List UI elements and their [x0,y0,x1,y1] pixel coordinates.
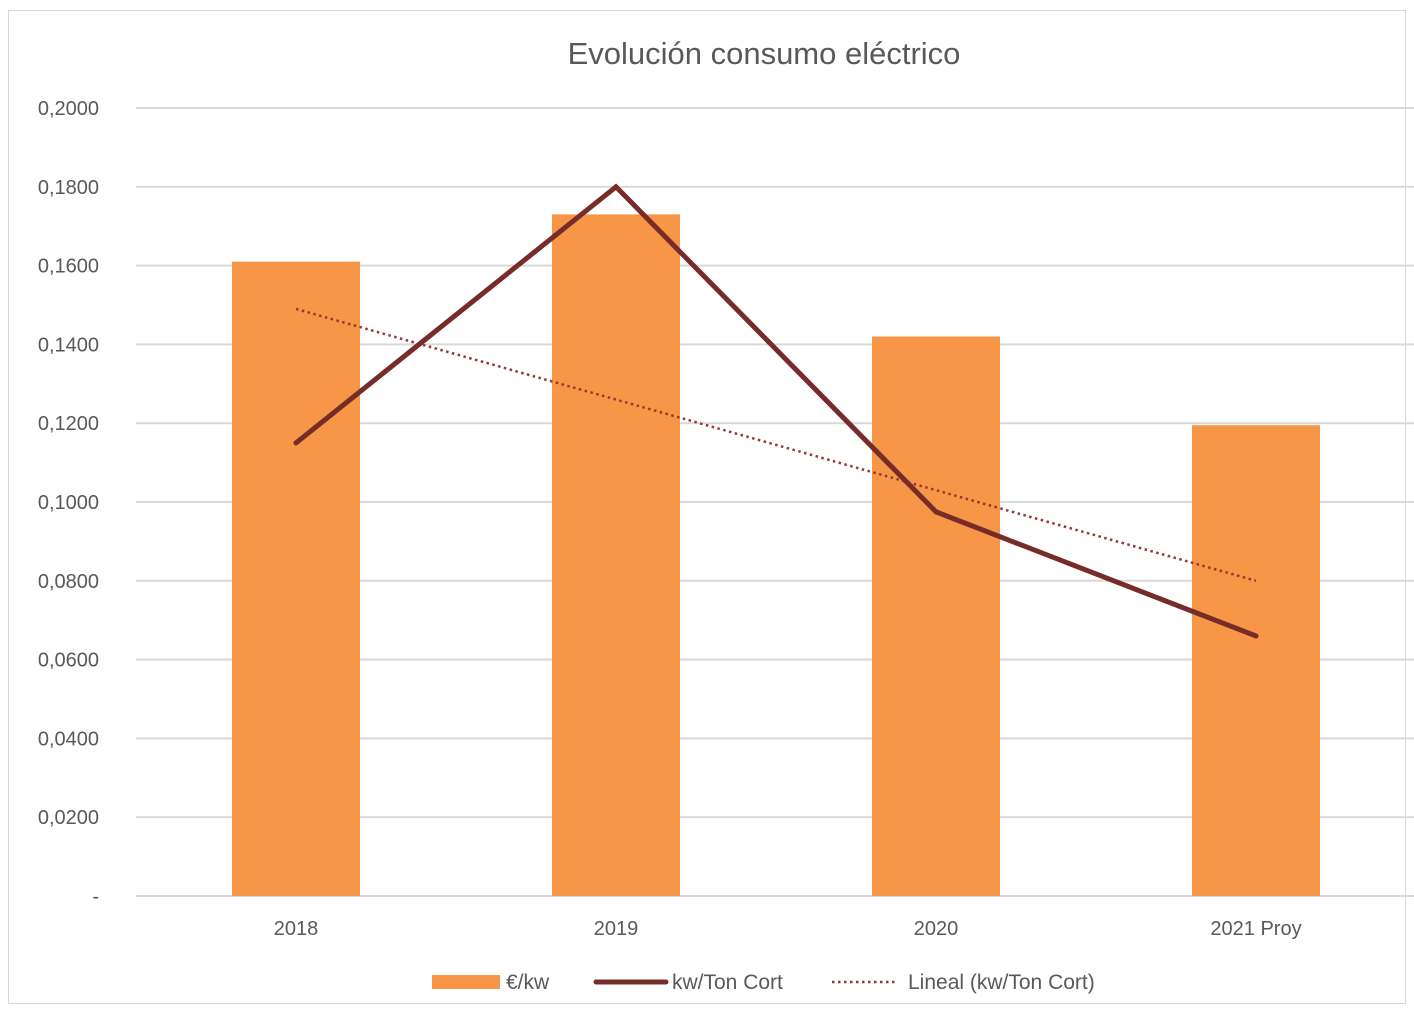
y-tick-label: 0,1400 [38,334,99,356]
y-tick-label: 0,2000 [38,98,99,120]
y-tick-label: 0,1000 [38,492,99,514]
bar [872,336,1000,896]
legend-label: kw/Ton Cort [672,971,783,994]
y-tick-label: 0,1800 [38,177,99,199]
x-tick-label: 2019 [594,918,639,940]
bar [232,261,360,896]
line-point [933,509,939,515]
y-tick-label: 0,1600 [38,256,99,278]
x-tick-label: 2021 Proy [1210,918,1301,940]
chart-title: Evolución consumo eléctrico [568,36,961,71]
legend: €/kw kw/Ton Cort Lineal (kw/Ton Cort) [432,971,1095,994]
line-point [613,184,619,190]
bar-series [232,214,1320,896]
y-axis-tick-labels: - 0,0200 0,0400 0,0600 0,0800 0,1000 0,1200 0,1… [38,98,99,908]
y-tick-label: 0,1200 [38,413,99,435]
line-point [1253,633,1259,639]
legend-item: Lineal (kw/Ton Cort) [832,971,1095,994]
y-tick-label: 0,0600 [38,650,99,672]
y-tick-label: 0,0400 [38,728,99,750]
series-line [293,183,1259,639]
x-tick-label: 2018 [274,918,319,940]
y-tick-label: 0,0800 [38,571,99,593]
y-tick-label: 0,0200 [38,807,99,829]
x-axis-tick-labels: 2018 2019 2020 2021 Proy [274,918,1302,940]
x-tick-label: 2020 [914,918,959,940]
legend-swatch-bar [432,975,500,989]
bar [1192,425,1320,896]
legend-item: kw/Ton Cort [593,971,783,994]
line-series [293,183,1259,639]
trendline-series [295,307,1257,583]
legend-item: €/kw [432,971,550,994]
y-tick-label: - [92,886,99,908]
legend-label: €/kw [506,971,550,994]
trendline [295,307,1257,583]
line-point [293,440,299,446]
legend-label: Lineal (kw/Ton Cort) [908,971,1095,994]
bar [552,214,680,896]
